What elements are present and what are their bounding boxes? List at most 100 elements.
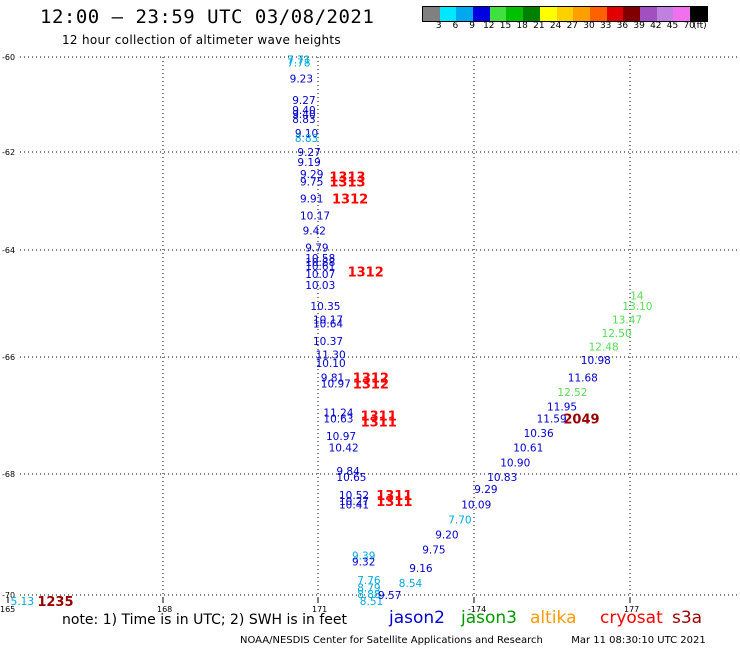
- colorbar-tick-label: 45: [666, 21, 679, 31]
- x-tick-label: 171: [312, 605, 327, 614]
- swh-value-label: 7.78: [287, 58, 310, 70]
- chart-title: 12:00 — 23:59 UTC 03/08/2021: [40, 6, 375, 28]
- swh-value-label: 5.13: [11, 596, 34, 608]
- swh-value-label: 10.83: [487, 472, 517, 484]
- colorbar-tick-label: 3: [435, 21, 442, 31]
- swh-value-label: 7.71: [287, 54, 310, 66]
- swh-value-label: 11.68: [568, 372, 598, 384]
- swh-value-label: 9.40: [292, 105, 315, 117]
- colorbar-swatch: [639, 7, 657, 21]
- swh-value-label: 11.24: [323, 408, 353, 420]
- swh-value-label: 9.40: [292, 109, 315, 121]
- swh-value-label: 10.41: [339, 499, 369, 511]
- swh-value-label: 10.58: [305, 253, 335, 265]
- pass-number-label: 1235: [37, 595, 73, 610]
- pass-number-label: 1312: [348, 265, 384, 280]
- colorbar-tick-label: 33: [599, 21, 612, 31]
- swh-value-label: 13.10: [622, 301, 652, 313]
- pass-number-label: 1312: [332, 193, 368, 208]
- swh-value-label: 9.27: [297, 147, 320, 159]
- swh-value-label: 10.03: [305, 280, 335, 292]
- swh-value-label: 10.97: [326, 431, 356, 443]
- swh-value-label: 12.50: [602, 328, 632, 340]
- swh-value-label: 9.75: [422, 545, 445, 557]
- pass-number-label: 1311: [376, 489, 412, 504]
- colorbar-tick-label: 6: [452, 21, 459, 31]
- x-axis-ticks: 165 168 171 -174 177: [0, 597, 639, 614]
- satellite-legend-jason2: jason2: [389, 608, 445, 628]
- colorbar-swatch: [456, 7, 474, 21]
- swh-value-label: 9.84: [336, 466, 360, 478]
- swh-value-label: 10.36: [524, 428, 554, 440]
- swh-value-label: 13.47: [612, 315, 642, 327]
- pass-number-labels: 1313131313121312131213121311131113111311…: [37, 171, 599, 611]
- colorbar-tick-label: 12: [483, 21, 495, 31]
- pass-number-label: 1311: [361, 410, 397, 425]
- pass-number-label: 1313: [329, 171, 365, 186]
- swh-value-label: 10.17: [300, 211, 330, 223]
- colorbar-swatch: [690, 7, 707, 21]
- x-tick-label: 168: [157, 605, 172, 614]
- pass-number-label: 1311: [361, 415, 397, 430]
- colorbar-tick-label: 42: [650, 21, 662, 31]
- swh-value-label: 9.27: [292, 95, 315, 107]
- y-tick-label: -64: [2, 246, 15, 255]
- colorbar-swatch: [556, 7, 574, 21]
- colorbar-swatch: [489, 7, 507, 21]
- swh-value-label: 7.70: [448, 514, 471, 526]
- pass-number-label: 1313: [329, 175, 365, 190]
- colorbar-swatch: [573, 7, 590, 21]
- satellite-legend-cryosat: cryosat: [600, 608, 663, 628]
- colorbar-swatch: [606, 7, 624, 21]
- y-axis-ticks: -60 -62 -64 -66 -68 -70: [2, 53, 15, 600]
- y-tick-label: -62: [2, 148, 15, 157]
- colorbar-tick-label: 27: [566, 21, 579, 31]
- colorbar-swatch: [589, 7, 607, 21]
- swh-value-label: 9.42: [303, 225, 326, 237]
- swh-value-label: 7.76: [357, 575, 381, 587]
- swh-value-label: 14: [630, 290, 644, 302]
- credit-text: NOAA/NESDIS Center for Satellite Applica…: [240, 635, 543, 646]
- colorbar-tick-label: 30: [583, 21, 595, 31]
- colorbar-tick-label: 21: [533, 21, 545, 31]
- y-tick-label: -70: [2, 591, 15, 600]
- colorbar-swatch: [656, 7, 674, 21]
- x-tick-label: 165: [0, 605, 15, 614]
- footer-note: note: 1) Time is in UTC; 2) SWH is in fe…: [62, 612, 348, 628]
- credit-timestamp: Mar 11 08:30:10 UTC 2021: [571, 635, 706, 646]
- colorbar-tick-label: 18: [516, 21, 528, 31]
- swh-value-label: 10.42: [329, 443, 359, 455]
- colorbar-swatch: [673, 7, 690, 21]
- swh-value-label: 10.65: [336, 472, 366, 484]
- colorbar-tick-label: 70: [683, 21, 695, 31]
- colorbar-swatch: [539, 7, 557, 21]
- swh-value-label: 9.39: [352, 551, 375, 563]
- colorbar-tick-label: 9: [469, 21, 475, 31]
- colorbar-swatch: [623, 7, 640, 21]
- swh-value-label: 9.91: [300, 194, 323, 206]
- swh-value-label: 10.63: [323, 413, 353, 425]
- swh-value-label: 11.95: [547, 402, 577, 414]
- colorbar-tick-label: 24: [549, 21, 562, 31]
- swh-value-label: 10.61: [305, 261, 335, 273]
- colorbar-tick-label: 36: [616, 21, 629, 31]
- swh-value-label: 10.98: [581, 355, 611, 367]
- swh-value-label: 9.81: [321, 372, 344, 384]
- footer-credit: NOAA/NESDIS Center for Satellite Applica…: [240, 635, 706, 646]
- swh-value-label: 12.48: [589, 341, 619, 353]
- x-tick-label: -174: [468, 605, 486, 614]
- swh-value-label: 8.88: [357, 589, 380, 601]
- chart-subtitle: 12 hour collection of altimeter wave hei…: [62, 33, 341, 47]
- colorbar-tick-label: (ft): [693, 21, 707, 31]
- pass-number-label: 1312: [353, 377, 389, 392]
- swh-value-label: 9.32: [352, 557, 375, 569]
- satellite-legend-s3a: s3a: [672, 608, 703, 628]
- swh-value-label: 9.57: [378, 590, 401, 602]
- swh-value-label: 10.17: [313, 315, 343, 327]
- swh-value-label: 10.61: [513, 443, 543, 455]
- y-tick-label: -68: [2, 470, 15, 479]
- pass-number-label: 1311: [376, 495, 412, 510]
- swh-value-label: 9.10: [295, 128, 318, 140]
- swh-value-label: 10.10: [316, 358, 346, 370]
- swh-value-label: 9.75: [300, 176, 323, 188]
